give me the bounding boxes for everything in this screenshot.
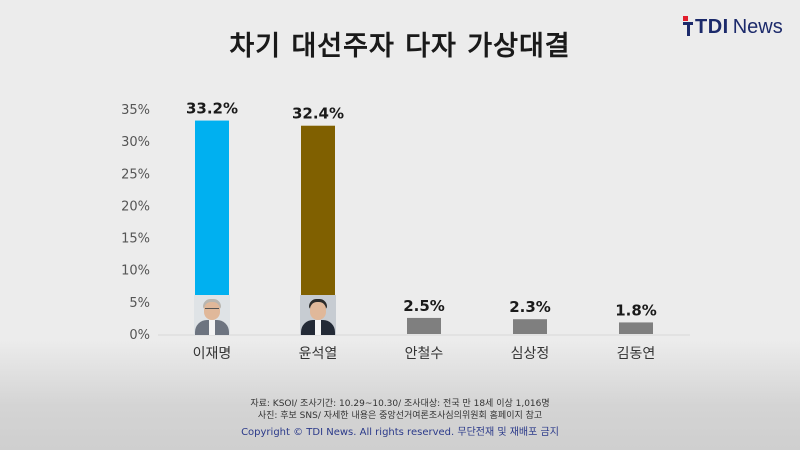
category-label: 윤석열 <box>299 346 338 362</box>
y-tick-label: 5% <box>129 296 150 311</box>
logo-tdi-text: TDI <box>695 15 729 38</box>
copyright-ko-text: 무단전재 및 재배포 금지 <box>457 427 559 438</box>
candidate-photo-lee <box>194 295 230 335</box>
logo-mark-icon <box>683 16 693 38</box>
bar-value-label: 2.3% <box>509 298 551 316</box>
footer-background <box>0 340 800 450</box>
bar-value-label: 32.4% <box>292 105 344 123</box>
category-label: 김동연 <box>617 346 656 362</box>
bar-value-label: 1.8% <box>615 301 657 319</box>
bar <box>513 319 547 334</box>
source-line: 자료: KSOI/ 조사기간: 10.29~10.30/ 조사대상: 전국 만 … <box>250 399 550 409</box>
y-tick-label: 15% <box>121 232 150 247</box>
y-axis: 0% 5% 10% 15% 20% 25% 30% 35% <box>121 103 690 343</box>
bar <box>407 317 441 334</box>
logo-news-text: News <box>732 15 783 38</box>
value-labels: 33.2% 32.4% 2.5% 2.3% 1.8% <box>186 100 657 320</box>
category-label: 안철수 <box>405 346 444 362</box>
chart-title: 차기 대선주자 다자 가상대결 <box>229 31 571 62</box>
copyright-text: Copyright © TDI News. All rights reserve… <box>241 427 455 438</box>
tdi-news-logo[interactable]: TDI News <box>683 14 783 40</box>
bar <box>619 322 653 334</box>
y-tick-label: 0% <box>129 328 150 343</box>
y-tick-label: 30% <box>121 135 150 150</box>
y-tick-label: 35% <box>121 103 150 118</box>
candidate-photo-yoon <box>300 295 336 335</box>
category-label: 이재명 <box>193 346 232 362</box>
copyright-line: Copyright © TDI News. All rights reserve… <box>0 425 800 441</box>
note-line: 사진: 후보 SNS/ 자세한 내용은 중앙선거여론조사심의위원회 홈페이지 참… <box>257 411 543 421</box>
y-tick-label: 20% <box>121 199 150 214</box>
footer: 자료: KSOI/ 조사기간: 10.29~10.30/ 조사대상: 전국 만 … <box>0 398 800 441</box>
y-tick-label: 10% <box>121 264 150 279</box>
y-tick-label: 25% <box>121 167 150 182</box>
category-label: 심상정 <box>511 346 550 362</box>
bar-value-label: 2.5% <box>403 297 445 315</box>
bar-value-label: 33.2% <box>186 100 238 118</box>
x-axis-labels: 이재명 윤석열 안철수 심상정 김동연 <box>193 346 656 362</box>
